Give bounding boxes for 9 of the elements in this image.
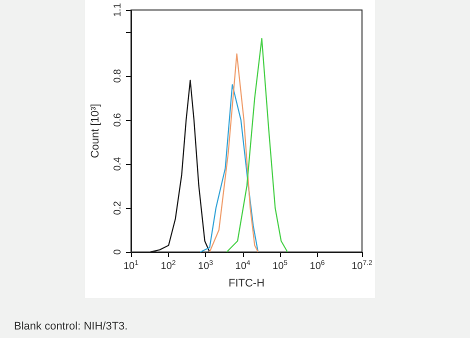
text: Blank control: NIH/3T3. (14, 320, 128, 332)
y-tick-label: 0.4 (112, 156, 124, 171)
y-tick-label: 0.8 (112, 68, 124, 83)
y-tick-label: 1.1 (112, 2, 124, 17)
y-tick-label: 0.2 (112, 200, 124, 215)
y-tick-label: 0.6 (112, 112, 124, 127)
x-axis-title: FITC-H (228, 278, 265, 290)
y-axis-title: Count [10³] (90, 104, 102, 158)
y-tick-label: 0 (112, 248, 124, 255)
